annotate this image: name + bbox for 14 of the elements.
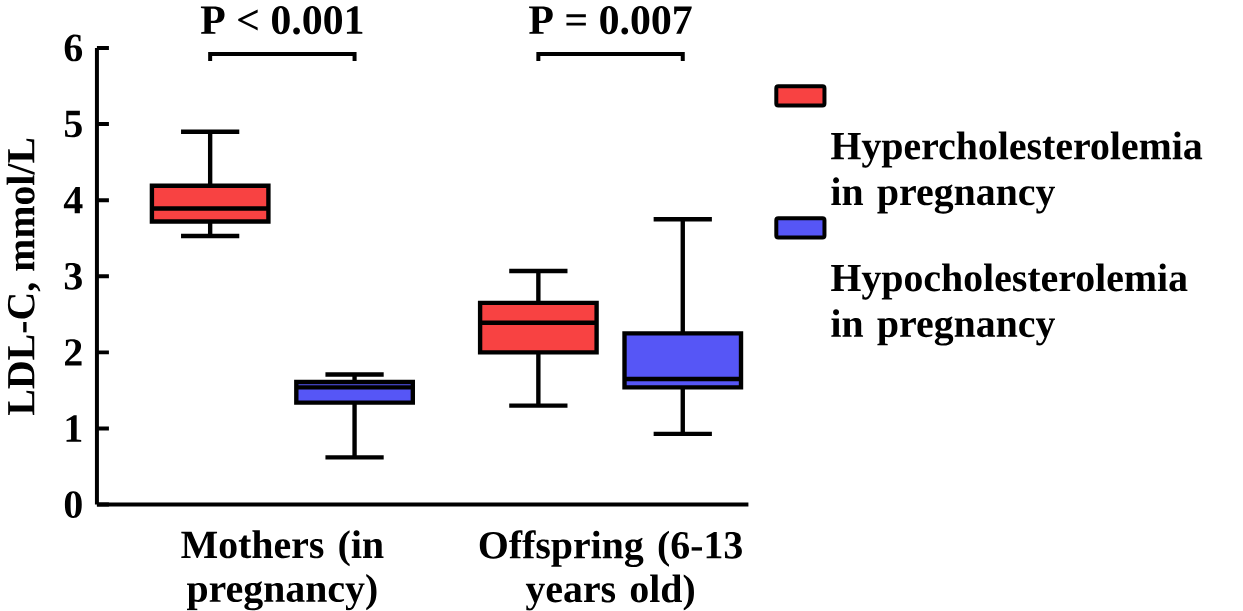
- y-tick-label: 6: [64, 34, 83, 62]
- legend-label: Hypercholesterolemia in pregnancy: [831, 131, 1203, 214]
- y-tick-label: 2: [65, 339, 82, 366]
- text: P = 0.007: [529, 6, 692, 35]
- y-axis-title: LDL-C, mmol/L: [6, 138, 41, 416]
- legend-label: Hypocholesterolemia in pregnancy: [831, 263, 1188, 346]
- y-tick-label: 3: [64, 263, 82, 290]
- y-tick-label: 1: [66, 415, 82, 442]
- x-tick-label: Mothers (in pregnancy): [181, 530, 384, 611]
- y-tick-label: 5: [64, 111, 82, 138]
- y-tick-label: 0: [64, 491, 82, 519]
- y-tick-label: 4: [63, 187, 83, 214]
- text: P < 0.001: [200, 6, 363, 35]
- x-tick-label: Offspring (6-13 years old): [479, 530, 742, 611]
